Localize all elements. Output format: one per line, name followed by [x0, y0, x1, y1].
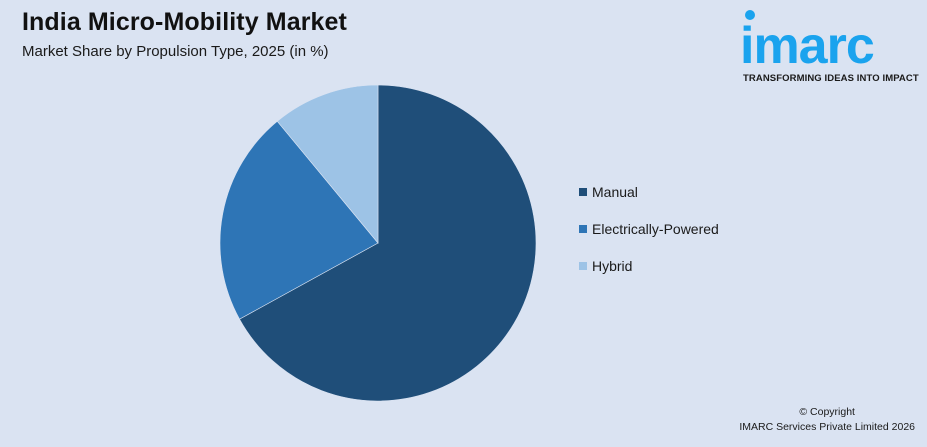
legend-swatch-icon — [579, 188, 587, 196]
copyright-line-2: IMARC Services Private Limited 2026 — [739, 421, 915, 433]
legend-swatch-icon — [579, 262, 587, 270]
pie-slice-electrically-powered — [219, 120, 379, 320]
logo-dot-icon — [745, 10, 755, 20]
pie-slice-hybrid — [276, 84, 379, 244]
chart-legend: Manual Electrically-Powered Hybrid — [579, 183, 719, 294]
legend-item-manual: Manual — [579, 183, 719, 201]
legend-item-electrically-powered: Electrically-Powered — [579, 220, 719, 238]
legend-swatch-icon — [579, 225, 587, 233]
legend-item-hybrid: Hybrid — [579, 257, 719, 275]
chart-title: India Micro-Mobility Market — [22, 8, 347, 36]
imarc-logo: imarc TRANSFORMING IDEAS INTO IMPACT — [740, 6, 922, 86]
copyright-notice: © Copyright IMARC Services Private Limit… — [739, 405, 915, 435]
chart-subtitle: Market Share by Propulsion Type, 2025 (i… — [22, 43, 329, 60]
legend-label: Hybrid — [592, 258, 633, 274]
logo-tagline: TRANSFORMING IDEAS INTO IMPACT — [743, 73, 919, 84]
logo-wordmark: imarc — [740, 17, 875, 75]
legend-label: Electrically-Powered — [592, 221, 719, 237]
copyright-line-1: © Copyright — [799, 406, 855, 418]
legend-label: Manual — [592, 184, 638, 200]
pie-slice-manual — [239, 84, 537, 402]
